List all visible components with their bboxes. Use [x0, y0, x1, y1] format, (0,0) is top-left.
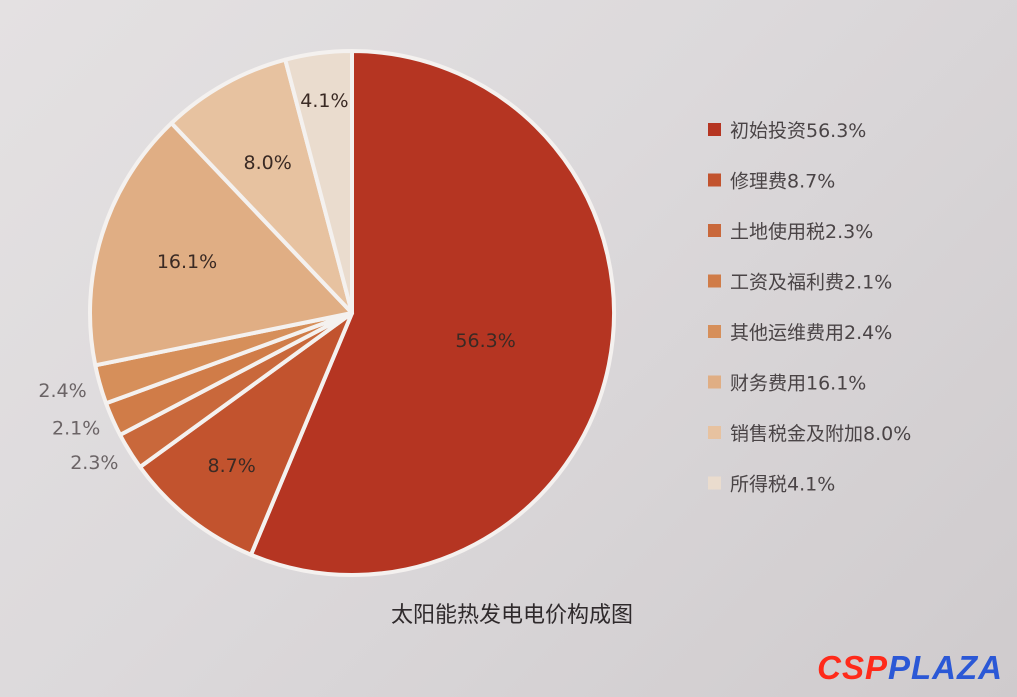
- legend-item-4: 工资及福利费2.1%: [730, 272, 892, 294]
- pie-slice-8: [283, 49, 354, 315]
- slice-label-3: 2.3%: [70, 452, 118, 474]
- slice-label-2: 8.7%: [208, 455, 256, 477]
- legend-swatch-6: [708, 375, 721, 389]
- slice-label-6: 16.1%: [157, 251, 217, 273]
- legend-item-8: 所得税4.1%: [730, 474, 835, 496]
- pie-slices: [88, 49, 616, 577]
- legend-item-1: 初始投资56.3%: [730, 120, 866, 142]
- watermark-part-2: PLAZA: [888, 649, 1003, 686]
- legend-item-6: 财务费用16.1%: [730, 373, 866, 395]
- legend-item-7: 销售税金及附加8.0%: [730, 423, 911, 445]
- slice-label-8: 4.1%: [300, 90, 348, 112]
- legend-item-3: 土地使用税2.3%: [730, 221, 873, 243]
- watermark-logo: CSPPLAZA: [817, 649, 1003, 687]
- legend-swatch-8: [708, 476, 721, 490]
- legend-swatch-2: [708, 173, 721, 187]
- legend-item-2: 修理费8.7%: [730, 171, 835, 193]
- legend-swatch-4: [708, 274, 721, 288]
- pie-slice-6: [88, 121, 354, 368]
- legend: 初始投资56.3% 修理费8.7% 土地使用税2.3% 工资及福利费2.1% 其他运维费…: [708, 120, 911, 496]
- legend-item-5: 其他运维费用2.4%: [730, 322, 892, 344]
- legend-swatch-3: [708, 224, 721, 237]
- chart-title: 太阳能热发电电价构成图: [391, 603, 633, 628]
- slice-label-5: 2.4%: [38, 380, 86, 402]
- slice-label-1: 56.3%: [455, 330, 515, 352]
- legend-swatch-7: [708, 426, 721, 439]
- watermark-part-1: CSP: [817, 649, 888, 686]
- slice-label-4: 2.1%: [52, 417, 100, 439]
- pie-slice-2: [138, 311, 354, 557]
- legend-swatch-1: [708, 123, 721, 136]
- pie-slice-1: [248, 49, 616, 577]
- pie-slice-labels: 56.3% 8.7% 2.3% 2.1% 2.4% 16.1% 8.0% 4.1%: [38, 90, 515, 477]
- slice-label-7: 8.0%: [244, 152, 292, 174]
- legend-swatch-5: [708, 325, 721, 338]
- pie-slice-7: [169, 57, 354, 315]
